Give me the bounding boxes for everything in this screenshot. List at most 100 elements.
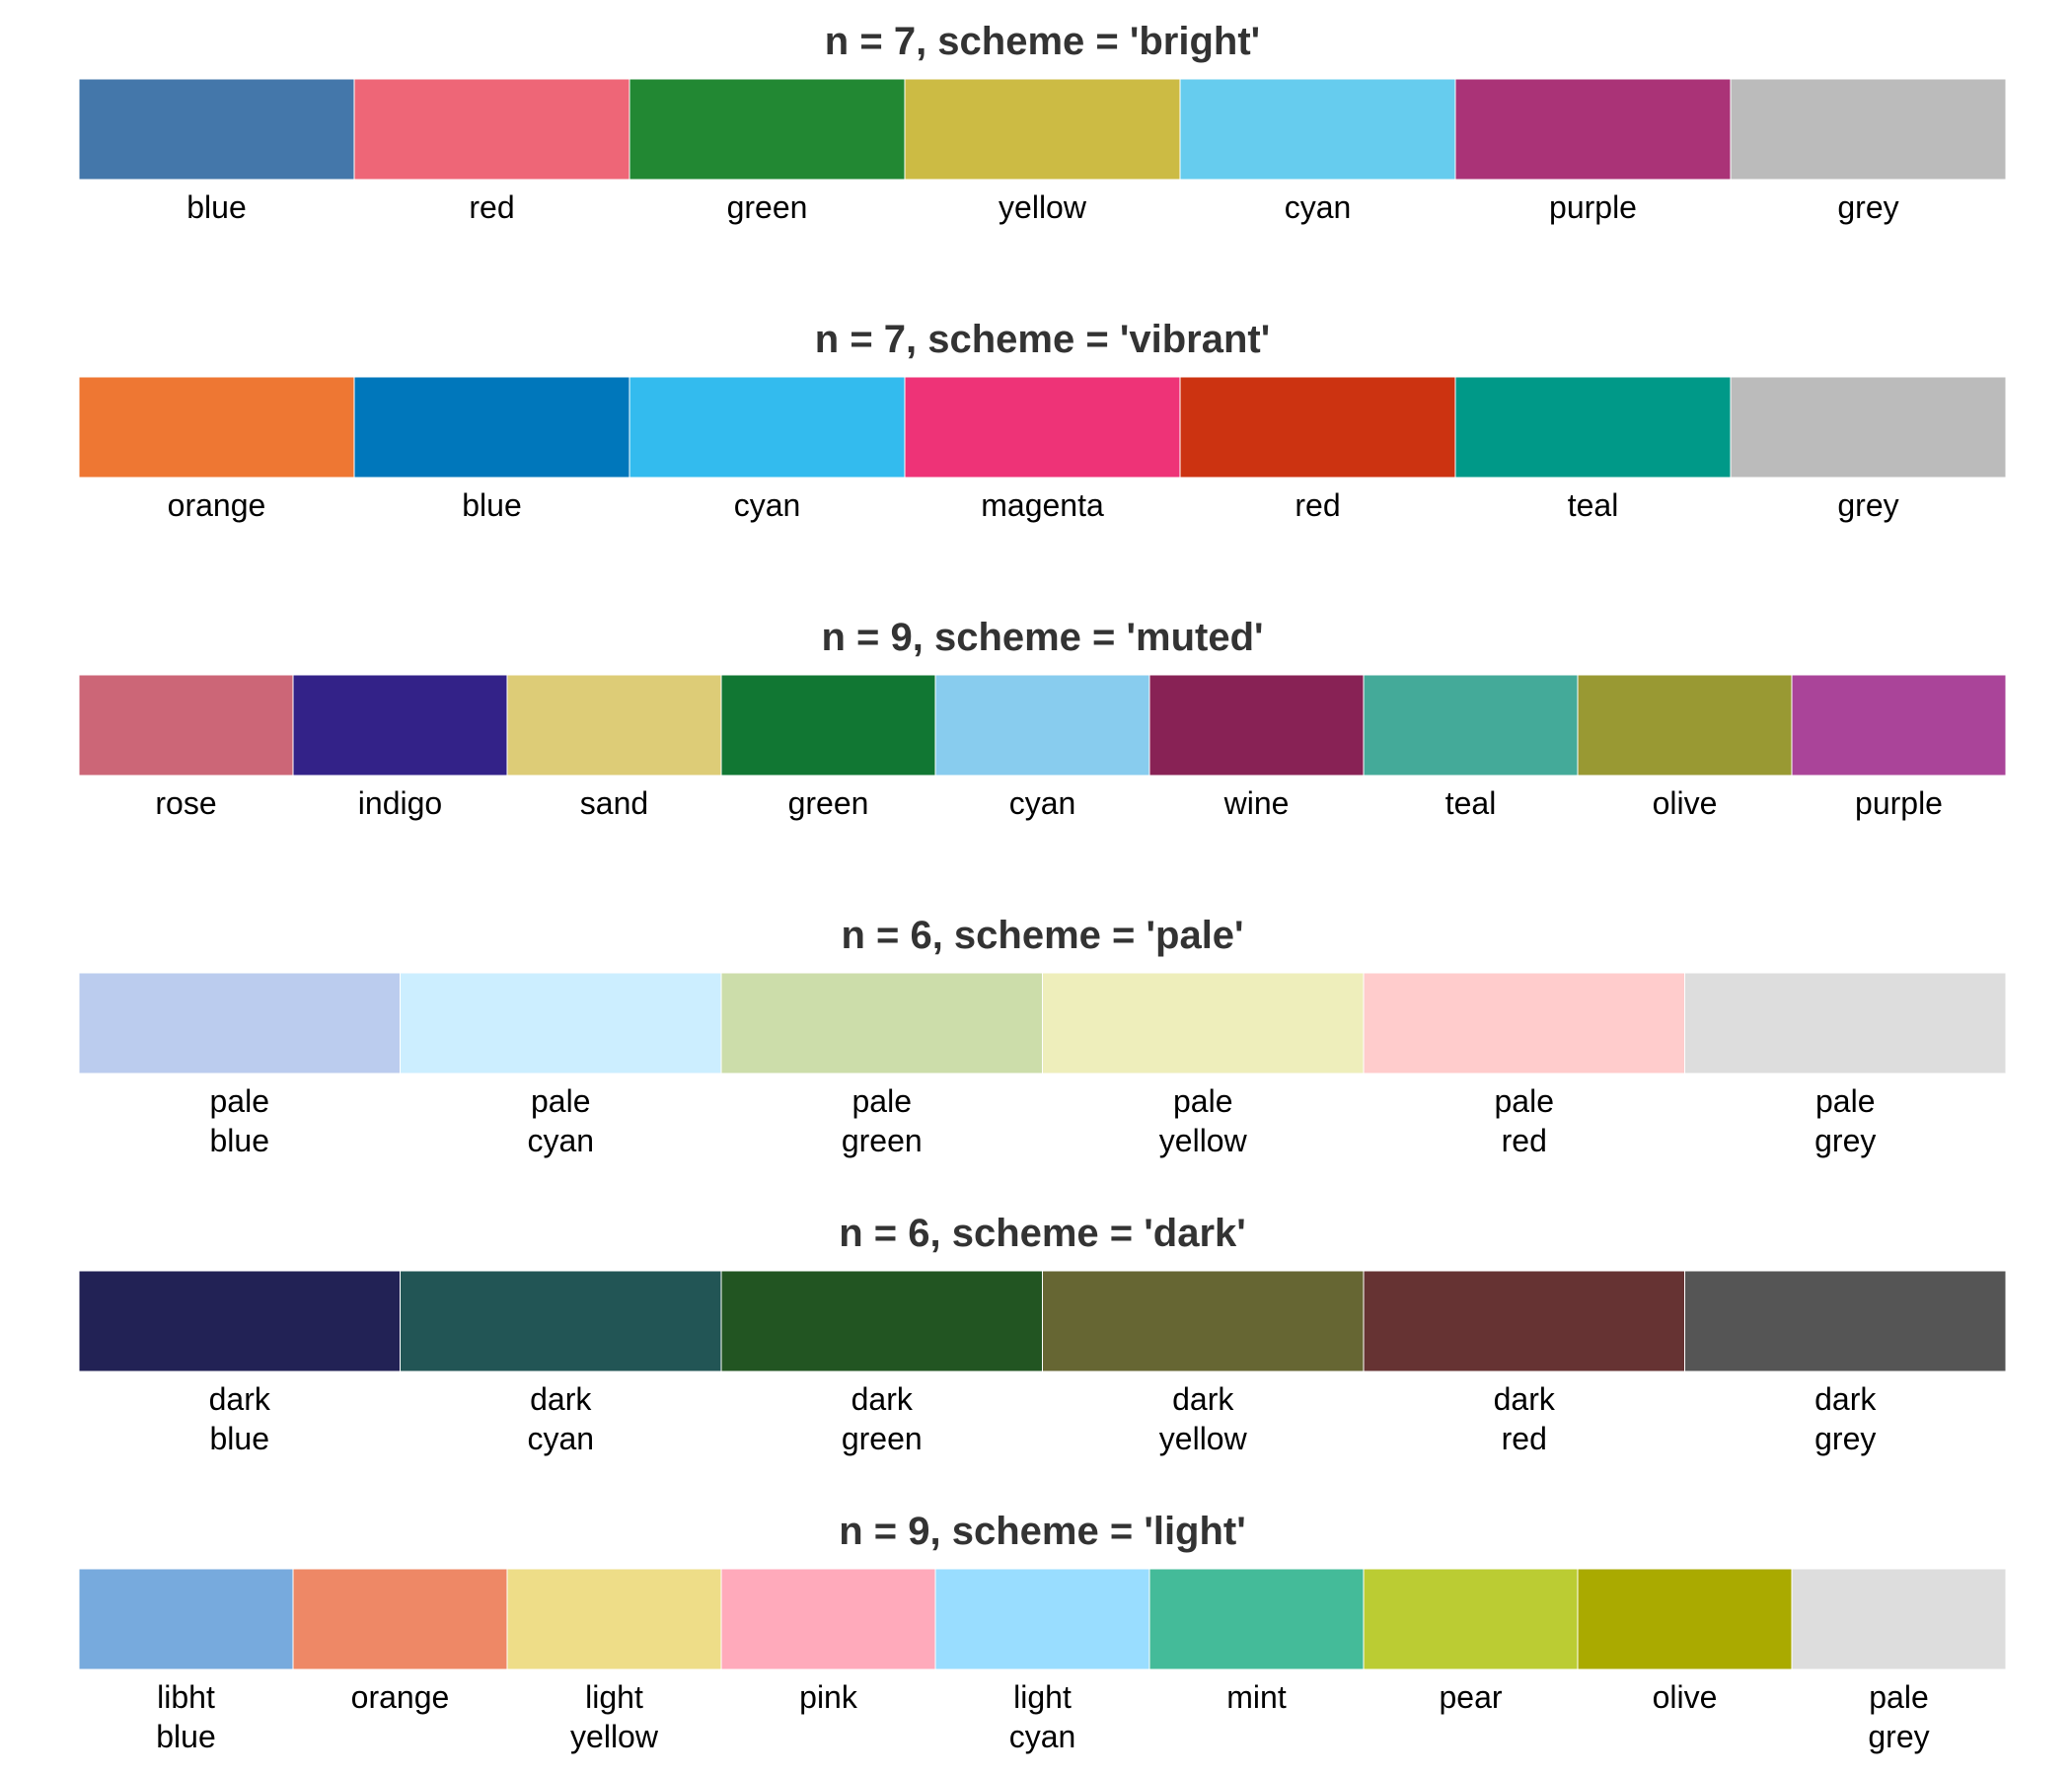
- swatch-label: yellow: [1159, 1123, 1248, 1158]
- color-swatch: [78, 376, 355, 479]
- color-swatch: [1730, 376, 2007, 479]
- swatch-label: yellow: [999, 189, 1087, 225]
- panel-title: n = 6, scheme = 'pale': [841, 914, 1243, 957]
- swatch-label: pink: [799, 1679, 858, 1715]
- swatch-label: dark: [1814, 1381, 1877, 1417]
- swatch-label: orange: [168, 487, 266, 523]
- swatch-label: light: [1013, 1679, 1072, 1715]
- color-swatch: [400, 972, 722, 1074]
- color-swatch: [720, 1568, 936, 1670]
- swatch-label: cyan: [1009, 785, 1076, 821]
- color-swatch: [1363, 674, 1579, 777]
- swatch-label: teal: [1568, 487, 1619, 523]
- swatch-label: grey: [1814, 1123, 1876, 1158]
- swatch-label: libht: [157, 1679, 215, 1715]
- swatch-label: pale: [1869, 1679, 1929, 1715]
- swatch-label: cyan: [1009, 1719, 1076, 1754]
- color-swatch: [1148, 674, 1365, 777]
- swatch-label: green: [788, 785, 869, 821]
- swatch-label: rose: [155, 785, 216, 821]
- color-swatch: [400, 1270, 722, 1372]
- color-swatch: [292, 1568, 508, 1670]
- color-swatch: [78, 972, 401, 1074]
- swatch-label: cyan: [734, 487, 801, 523]
- palette-panel: n = 6, scheme = 'pale' pale blue pale cyan pa…: [78, 914, 2007, 1158]
- swatch-label: cyan: [1285, 189, 1352, 225]
- swatch-label: grey: [1837, 189, 1898, 225]
- color-swatch: [629, 78, 906, 181]
- swatch-label: red: [1295, 487, 1340, 523]
- palette-panel: n = 9, scheme = 'muted' rose indigo sand gre…: [78, 616, 2007, 821]
- color-swatch: [78, 78, 355, 181]
- swatch-label: green: [842, 1123, 923, 1158]
- color-swatch: [506, 1568, 722, 1670]
- swatch-label: red: [1502, 1421, 1547, 1456]
- swatch-label: pale: [1815, 1083, 1876, 1119]
- swatch-label: blue: [210, 1123, 270, 1158]
- color-swatch: [720, 674, 936, 777]
- swatch-label: green: [842, 1421, 923, 1456]
- color-swatch: [1454, 78, 1732, 181]
- color-swatch: [1363, 972, 1685, 1074]
- swatch-label: pale: [852, 1083, 913, 1119]
- swatch-label: blue: [462, 487, 522, 523]
- color-swatch: [353, 78, 630, 181]
- palette-panel: n = 7, scheme = 'bright' blue red green yell…: [78, 20, 2007, 225]
- swatch-label: grey: [1814, 1421, 1876, 1456]
- swatch-label: blue: [210, 1421, 270, 1456]
- color-swatch: [78, 1270, 401, 1372]
- swatch-label: red: [469, 189, 514, 225]
- color-swatch: [1148, 1568, 1365, 1670]
- swatch-label: pale: [531, 1083, 591, 1119]
- color-swatch: [1179, 78, 1456, 181]
- swatch-label: cyan: [527, 1123, 594, 1158]
- swatch-label: pale: [210, 1083, 270, 1119]
- color-swatch: [629, 376, 906, 479]
- color-swatch: [904, 376, 1181, 479]
- swatch-label: yellow: [570, 1719, 659, 1754]
- color-swatch: [1179, 376, 1456, 479]
- color-swatch: [353, 376, 630, 479]
- swatch-label: dark: [1172, 1381, 1234, 1417]
- swatch-label: blue: [186, 189, 247, 225]
- color-swatch: [1577, 674, 1793, 777]
- color-swatch: [1791, 1568, 2007, 1670]
- color-swatch: [78, 1568, 294, 1670]
- palette-panel: n = 6, scheme = 'dark' dark blue dark cyan da…: [78, 1212, 2007, 1456]
- swatch-label: blue: [156, 1719, 216, 1754]
- color-swatch: [78, 674, 294, 777]
- swatch-label: dark: [209, 1381, 271, 1417]
- swatch-label: olive: [1653, 785, 1718, 821]
- swatch-label: dark: [530, 1381, 592, 1417]
- color-swatch: [1791, 674, 2007, 777]
- palette-panel: n = 7, scheme = 'vibrant' orange blue cyan m…: [78, 318, 2007, 523]
- swatch-label: teal: [1445, 785, 1497, 821]
- panel-title: n = 7, scheme = 'vibrant': [815, 318, 1270, 361]
- swatch-label: green: [727, 189, 808, 225]
- swatch-label: grey: [1837, 487, 1898, 523]
- swatch-label: mint: [1226, 1679, 1287, 1715]
- color-swatch: [720, 1270, 1043, 1372]
- panel-title: n = 9, scheme = 'light': [839, 1510, 1246, 1553]
- swatch-label: light: [585, 1679, 643, 1715]
- swatch-label: dark: [851, 1381, 914, 1417]
- swatch-label: pale: [1173, 1083, 1233, 1119]
- swatch-label: pale: [1495, 1083, 1555, 1119]
- color-swatch: [1363, 1270, 1685, 1372]
- color-swatch: [1454, 376, 1732, 479]
- swatch-label: indigo: [358, 785, 442, 821]
- color-swatch: [720, 972, 1043, 1074]
- swatch-label: yellow: [1159, 1421, 1248, 1456]
- color-swatch: [1042, 972, 1365, 1074]
- swatch-label: magenta: [981, 487, 1104, 523]
- swatch-label: purple: [1549, 189, 1637, 225]
- color-swatch: [1042, 1270, 1365, 1372]
- color-swatch: [1730, 78, 2007, 181]
- color-swatch: [1684, 972, 2007, 1074]
- swatch-label: wine: [1223, 785, 1290, 821]
- swatch-label: olive: [1653, 1679, 1718, 1715]
- color-swatch: [904, 78, 1181, 181]
- color-swatch: [506, 674, 722, 777]
- panel-title: n = 6, scheme = 'dark': [839, 1212, 1246, 1255]
